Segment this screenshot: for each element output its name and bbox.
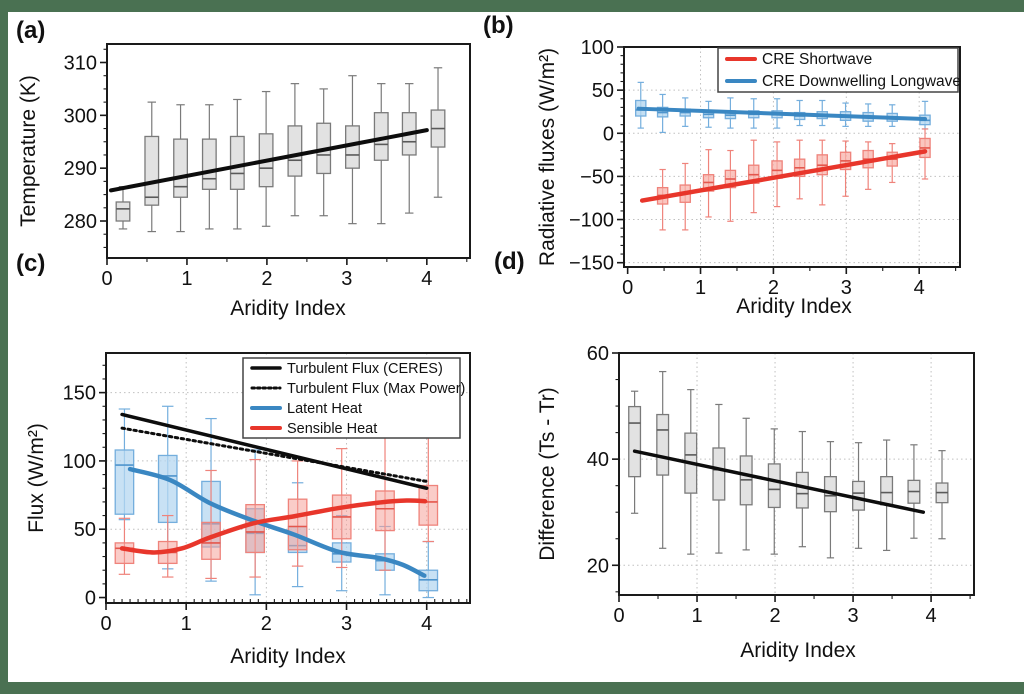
svg-text:2: 2 bbox=[261, 268, 272, 290]
figure-border-left bbox=[0, 0, 8, 694]
svg-text:290: 290 bbox=[64, 158, 97, 180]
svg-text:0: 0 bbox=[622, 277, 633, 299]
svg-text:−100: −100 bbox=[569, 210, 614, 232]
svg-text:−50: −50 bbox=[580, 166, 614, 188]
panel-b-chart: 0 1 2 3 4 −150 −100 −50 0 50 100 CRE Shortwave CRE D… bbox=[569, 37, 961, 299]
svg-text:CRE Shortwave: CRE Shortwave bbox=[762, 51, 872, 68]
svg-text:4: 4 bbox=[421, 268, 432, 290]
svg-text:Turbulent Flux (CERES): Turbulent Flux (CERES) bbox=[287, 361, 443, 377]
panel-d-y-axis-title: Difference (Ts - Tr) bbox=[536, 387, 559, 561]
svg-text:100: 100 bbox=[63, 451, 96, 473]
svg-text:4: 4 bbox=[926, 605, 937, 627]
panel-b-x-axis-title: Aridity Index bbox=[736, 295, 852, 318]
svg-text:1: 1 bbox=[181, 268, 192, 290]
svg-text:4: 4 bbox=[421, 613, 432, 635]
svg-text:−150: −150 bbox=[569, 253, 614, 275]
svg-text:20: 20 bbox=[587, 555, 609, 577]
svg-text:60: 60 bbox=[587, 343, 609, 365]
svg-text:0: 0 bbox=[100, 613, 111, 635]
svg-text:3: 3 bbox=[848, 605, 859, 627]
svg-text:1: 1 bbox=[695, 277, 706, 299]
svg-text:50: 50 bbox=[74, 519, 96, 541]
figure-border-bottom bbox=[0, 682, 1024, 694]
svg-text:Turbulent Flux (Max Power): Turbulent Flux (Max Power) bbox=[287, 381, 465, 397]
svg-text:1: 1 bbox=[691, 605, 702, 627]
svg-text:3: 3 bbox=[841, 277, 852, 299]
panel-a-x-axis-title: Aridity Index bbox=[230, 297, 346, 320]
panel-d-label: (d) bbox=[494, 248, 525, 275]
svg-text:4: 4 bbox=[914, 277, 925, 299]
panel-a-y-axis-title: Temperature (K) bbox=[17, 75, 40, 227]
panel-c-label: (c) bbox=[16, 250, 46, 277]
panel-a-label: (a) bbox=[16, 17, 46, 44]
svg-text:2: 2 bbox=[769, 605, 780, 627]
panel-a-chart: 0 1 2 3 4 280 290 300 310 bbox=[64, 43, 471, 290]
svg-text:100: 100 bbox=[581, 37, 614, 59]
svg-text:0: 0 bbox=[101, 268, 112, 290]
svg-text:CRE Downwelling Longwave: CRE Downwelling Longwave bbox=[762, 73, 961, 90]
svg-text:2: 2 bbox=[261, 613, 272, 635]
panel-c-chart: 0 1 2 3 4 0 50 100 150 Turbulent Flux (CERES) Turb… bbox=[63, 352, 471, 635]
svg-text:1: 1 bbox=[181, 613, 192, 635]
svg-text:310: 310 bbox=[64, 52, 97, 74]
svg-text:2: 2 bbox=[768, 277, 779, 299]
panel-c-x-axis-title: Aridity Index bbox=[230, 645, 346, 668]
panel-b-label: (b) bbox=[483, 12, 514, 39]
svg-text:40: 40 bbox=[587, 449, 609, 471]
panel-b-y-axis-title: Radiative fluxes (W/m²) bbox=[536, 47, 559, 267]
svg-text:280: 280 bbox=[64, 211, 97, 233]
svg-text:0: 0 bbox=[85, 588, 96, 610]
svg-text:3: 3 bbox=[341, 613, 352, 635]
svg-text:150: 150 bbox=[63, 383, 96, 405]
svg-text:0: 0 bbox=[603, 123, 614, 145]
panel-c-y-axis-title: Flux (W/m²) bbox=[25, 423, 48, 533]
svg-text:Latent Heat: Latent Heat bbox=[287, 401, 362, 417]
figure-border-top bbox=[0, 0, 1024, 12]
svg-text:Sensible Heat: Sensible Heat bbox=[287, 421, 377, 437]
svg-text:300: 300 bbox=[64, 105, 97, 127]
svg-text:3: 3 bbox=[341, 268, 352, 290]
panel-d-chart: 0 1 2 3 4 20 40 60 bbox=[587, 343, 975, 627]
svg-text:50: 50 bbox=[592, 80, 614, 102]
svg-text:0: 0 bbox=[613, 605, 624, 627]
panel-d-x-axis-title: Aridity Index bbox=[740, 639, 856, 662]
